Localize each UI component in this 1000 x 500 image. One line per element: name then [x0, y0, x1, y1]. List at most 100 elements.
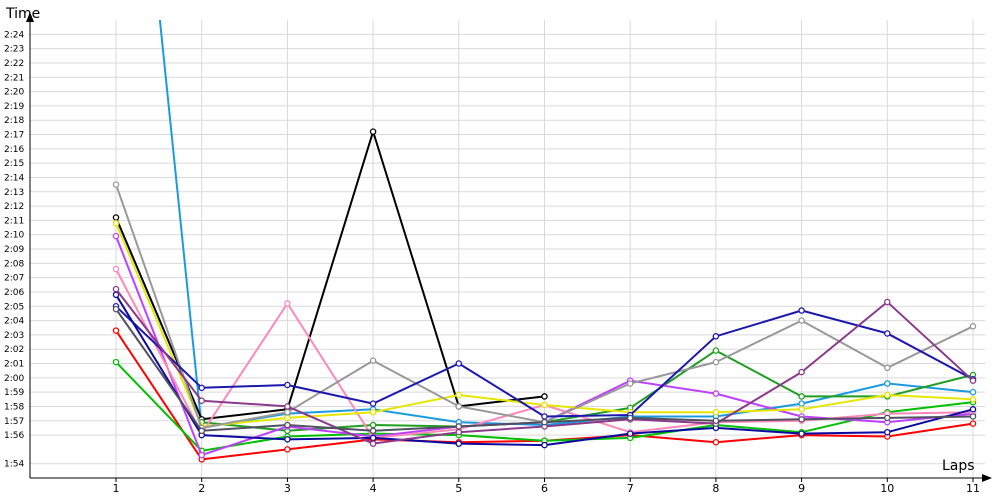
data-point [112, 219, 120, 227]
y-tick-label: 2:24 [4, 30, 24, 40]
data-point [712, 347, 720, 354]
data-point [369, 427, 377, 435]
y-tick-label: 2:17 [4, 131, 24, 141]
y-tick-label: 1:57 [4, 417, 24, 427]
data-point [198, 397, 205, 404]
data-point [969, 396, 977, 403]
y-tick-label: 1:54 [4, 460, 24, 470]
data-point [969, 406, 977, 413]
x-tick-label: 9 [798, 482, 805, 495]
data-point [369, 357, 377, 364]
series-11 [112, 302, 977, 420]
y-tick-label: 2:09 [4, 245, 24, 255]
data-point [369, 434, 377, 442]
data-point [198, 427, 205, 435]
data-point [712, 390, 720, 397]
y-tick-label: 2:04 [4, 317, 24, 327]
data-point [455, 428, 463, 436]
data-point [112, 358, 120, 366]
axes: Time Laps [5, 6, 992, 482]
data-point [798, 430, 805, 437]
series-line [158, 19, 974, 429]
data-point [884, 330, 891, 337]
data-point [112, 181, 120, 188]
data-point [112, 327, 120, 334]
data-point [284, 300, 291, 307]
y-tick-label: 2:08 [4, 259, 24, 269]
series [112, 19, 977, 463]
data-point [112, 305, 120, 313]
y-tick-label: 2:05 [4, 302, 24, 312]
x-tick-label: 7 [627, 482, 634, 495]
data-point [112, 214, 120, 221]
data-point [284, 414, 291, 422]
y-tick-label: 2:18 [4, 116, 24, 126]
y-tick-label: 2:03 [4, 331, 24, 341]
data-point [969, 413, 977, 420]
x-tick-label: 3 [284, 482, 291, 495]
x-axis-title: Laps [942, 458, 975, 474]
data-point [369, 440, 377, 447]
data-point [455, 423, 463, 430]
data-point [541, 418, 548, 426]
data-point [798, 368, 805, 376]
y-tick-label: 2:22 [4, 59, 24, 69]
data-point [626, 430, 634, 437]
x-tick-label: 10 [880, 482, 894, 495]
data-point [712, 358, 720, 366]
data-point [284, 436, 291, 443]
data-point [112, 265, 120, 273]
y-tick-label: 2:16 [4, 145, 24, 155]
data-point [112, 232, 120, 240]
data-point [798, 393, 805, 400]
y-tick-label: 1:56 [4, 431, 24, 441]
data-point [798, 400, 805, 407]
data-point [626, 414, 634, 422]
data-point [884, 414, 891, 422]
data-point [969, 420, 977, 427]
series-1 [158, 19, 977, 432]
y-tick-label: 2:19 [4, 102, 24, 112]
data-point [455, 440, 463, 447]
data-point [969, 388, 977, 396]
y-axis-arrow-icon [26, 12, 34, 22]
data-point [455, 391, 463, 399]
data-point [712, 417, 720, 424]
y-tick-label: 2:15 [4, 159, 24, 169]
x-tick-label: 5 [455, 482, 462, 495]
y-tick-label: 2:20 [4, 88, 24, 98]
data-point [884, 298, 891, 306]
y-tick-label: 2:07 [4, 274, 24, 284]
y-tick-label: 2:02 [4, 345, 24, 355]
x-tick-labels: 1 2 3 4 5 6 7 8 9 10 11 [113, 478, 980, 495]
data-point [969, 323, 977, 330]
data-point [541, 413, 548, 420]
data-point [798, 307, 805, 314]
x-axis-arrow-icon [982, 474, 992, 482]
data-point [369, 421, 377, 429]
x-tick-label: 1 [113, 482, 120, 495]
x-tick-label: 6 [541, 482, 548, 495]
data-point [884, 380, 891, 387]
data-point [284, 408, 291, 416]
y-tick-label: 2:13 [4, 188, 24, 198]
data-point [712, 408, 720, 416]
data-point [798, 416, 805, 423]
data-point [541, 441, 548, 449]
y-tick-label: 2:21 [4, 73, 24, 83]
data-point [884, 428, 891, 436]
data-point [712, 333, 720, 340]
y-tick-label: 2:00 [4, 374, 24, 384]
data-point [541, 401, 548, 409]
data-point [369, 400, 377, 407]
y-tick-label: 2:10 [4, 231, 24, 241]
data-point [798, 406, 805, 413]
data-point [369, 408, 377, 416]
data-point [284, 421, 291, 429]
x-tick-label: 11 [966, 482, 980, 495]
y-tick-label: 2:14 [4, 173, 24, 183]
data-point [884, 391, 891, 399]
y-tick-label: 2:11 [4, 216, 24, 226]
y-axis-title: Time [5, 6, 40, 22]
